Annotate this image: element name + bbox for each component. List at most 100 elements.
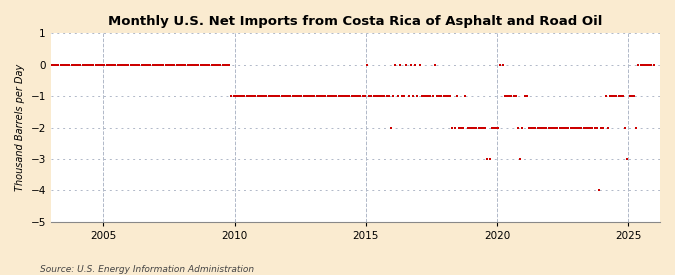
Point — [261, 94, 272, 98]
Point — [607, 94, 618, 98]
Point — [171, 62, 182, 67]
Point — [119, 62, 130, 67]
Point — [193, 62, 204, 67]
Point — [158, 62, 169, 67]
Point — [71, 62, 82, 67]
Point — [547, 125, 558, 130]
Point — [239, 94, 250, 98]
Point — [191, 62, 202, 67]
Point — [219, 62, 230, 67]
Point — [327, 94, 338, 98]
Point — [217, 62, 228, 67]
Point — [184, 62, 195, 67]
Point — [244, 94, 254, 98]
Point — [618, 94, 628, 98]
Point — [408, 94, 418, 98]
Point — [377, 94, 387, 98]
Point — [235, 94, 246, 98]
Point — [281, 94, 292, 98]
Point — [427, 94, 438, 98]
Point — [491, 125, 502, 130]
Point — [101, 62, 112, 67]
Point — [410, 62, 421, 67]
Point — [276, 94, 287, 98]
Point — [519, 94, 530, 98]
Point — [628, 94, 639, 98]
Point — [82, 62, 92, 67]
Point — [300, 94, 311, 98]
Point — [401, 62, 412, 67]
Point — [552, 125, 563, 130]
Point — [294, 94, 304, 98]
Point — [283, 94, 294, 98]
Point — [320, 94, 331, 98]
Point — [620, 125, 630, 130]
Point — [598, 125, 609, 130]
Point — [482, 157, 493, 161]
Point — [265, 94, 276, 98]
Point — [545, 125, 556, 130]
Point — [173, 62, 184, 67]
Point — [263, 94, 274, 98]
Point — [412, 94, 423, 98]
Point — [77, 62, 88, 67]
Point — [223, 62, 234, 67]
Point — [68, 62, 79, 67]
Point — [469, 125, 480, 130]
Point — [471, 125, 482, 130]
Point — [200, 62, 211, 67]
Point — [383, 94, 394, 98]
Point — [73, 62, 84, 67]
Point — [117, 62, 128, 67]
Point — [160, 62, 171, 67]
Point — [274, 94, 285, 98]
Point — [318, 94, 329, 98]
Point — [302, 94, 313, 98]
Point — [256, 94, 267, 98]
Point — [228, 94, 239, 98]
Point — [537, 125, 547, 130]
Point — [510, 94, 521, 98]
Point — [473, 125, 484, 130]
Point — [593, 188, 604, 192]
Point — [64, 62, 75, 67]
Point — [88, 62, 99, 67]
Point — [241, 94, 252, 98]
Point — [254, 94, 265, 98]
Point — [97, 62, 107, 67]
Point — [646, 62, 657, 67]
Point — [270, 94, 281, 98]
Point — [364, 94, 375, 98]
Point — [539, 125, 549, 130]
Point — [624, 94, 635, 98]
Point — [622, 157, 632, 161]
Point — [62, 62, 73, 67]
Point — [397, 94, 408, 98]
Point — [75, 62, 86, 67]
Point — [445, 94, 456, 98]
Point — [55, 62, 66, 67]
Point — [366, 94, 377, 98]
Point — [178, 62, 188, 67]
Point — [556, 125, 567, 130]
Point — [392, 94, 403, 98]
Point — [79, 62, 90, 67]
Point — [110, 62, 121, 67]
Point — [379, 94, 390, 98]
Point — [311, 94, 322, 98]
Point — [504, 94, 514, 98]
Point — [373, 94, 383, 98]
Point — [237, 94, 248, 98]
Point — [589, 125, 600, 130]
Point — [500, 94, 510, 98]
Point — [452, 94, 462, 98]
Point — [296, 94, 306, 98]
Point — [59, 62, 70, 67]
Y-axis label: Thousand Barrels per Day: Thousand Barrels per Day — [15, 64, 25, 191]
Point — [484, 157, 495, 161]
Point — [611, 94, 622, 98]
Point — [230, 94, 241, 98]
Point — [204, 62, 215, 67]
Point — [92, 62, 103, 67]
Point — [580, 125, 591, 130]
